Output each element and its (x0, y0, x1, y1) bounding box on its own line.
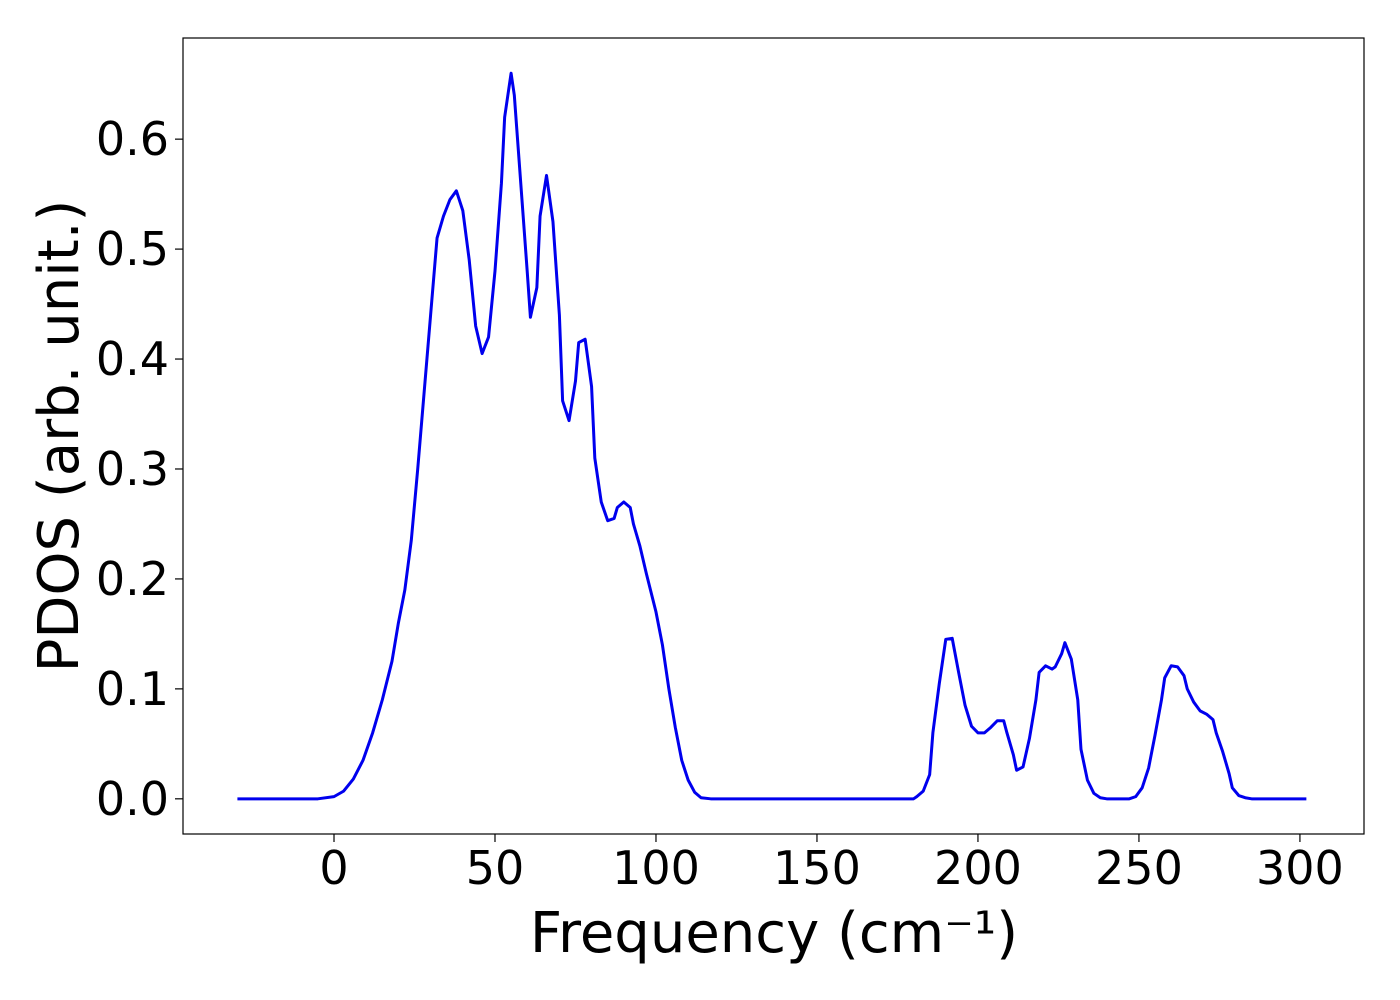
plot-frame (182, 37, 1365, 835)
y-tick-label: 0.1 (96, 662, 169, 716)
y-tick-label: 0.2 (96, 552, 169, 606)
x-tick-label: 250 (1095, 841, 1183, 895)
y-tick-label: 0.0 (96, 772, 169, 826)
x-tick-label: 150 (773, 841, 861, 895)
x-tick-label: 50 (466, 841, 525, 895)
y-tick-label: 0.5 (96, 222, 169, 276)
y-axis-label: PDOS (arb. unit.) (27, 200, 92, 673)
y-tick-label: 0.3 (96, 442, 169, 496)
y-tick-label: 0.4 (96, 332, 169, 386)
x-tick-label: 0 (319, 841, 348, 895)
x-tick-label: 200 (934, 841, 1022, 895)
x-tick-label: 300 (1256, 841, 1344, 895)
x-tick-label: 100 (612, 841, 700, 895)
line-series (237, 71, 1307, 801)
y-tick-label: 0.6 (96, 112, 169, 166)
x-axis-label: Frequency (cm⁻¹) (530, 901, 1018, 966)
